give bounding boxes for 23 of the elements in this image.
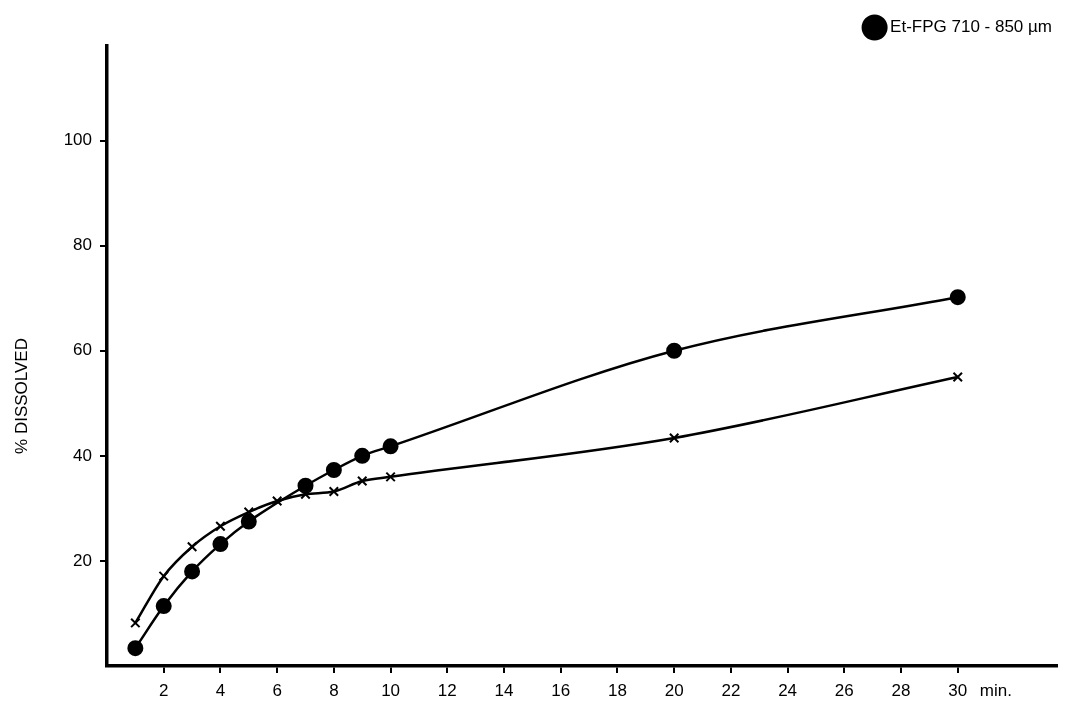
- legend-label: Et-FPG 710 - 850 µm: [890, 17, 1053, 37]
- x-tick-label: 26: [834, 680, 854, 700]
- y-tick-label: 60: [73, 340, 92, 360]
- x-tick-label: 28: [891, 680, 911, 700]
- y-tick-label: 100: [63, 130, 92, 150]
- x-tick-label: 10: [381, 680, 401, 700]
- y-tick-label: 40: [73, 445, 92, 465]
- x-tick-label: 30: [948, 680, 968, 700]
- x-tick-label: 20: [664, 680, 684, 700]
- x-tick-label: 2: [158, 680, 169, 700]
- x-tick-label: 14: [494, 680, 514, 700]
- x-tick-label: 18: [607, 680, 627, 700]
- x-axis-title: min.: [979, 681, 1012, 701]
- y-axis-title: % DISSOLVED: [11, 338, 31, 454]
- y-tick-label: 80: [73, 235, 92, 255]
- x-tick-label: 4: [215, 680, 226, 700]
- x-tick-label: 12: [437, 680, 457, 700]
- x-tick-label: 16: [551, 680, 571, 700]
- y-tick-label: 20: [73, 550, 92, 570]
- x-tick-label: 24: [778, 680, 798, 700]
- x-tick-label: 22: [721, 680, 741, 700]
- x-tick-label: 8: [329, 680, 339, 700]
- x-tick-label: 6: [272, 680, 282, 700]
